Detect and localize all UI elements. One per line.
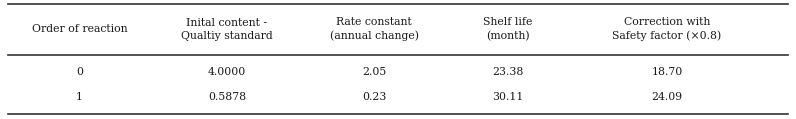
Text: 0: 0: [76, 67, 83, 77]
Text: Rate constant
(annual change): Rate constant (annual change): [330, 17, 419, 41]
Text: Inital content -
Qualtiy standard: Inital content - Qualtiy standard: [181, 18, 273, 41]
Text: 0.5878: 0.5878: [208, 92, 246, 102]
Text: 4.0000: 4.0000: [208, 67, 246, 77]
Text: 23.38: 23.38: [492, 67, 524, 77]
Text: 2.05: 2.05: [362, 67, 386, 77]
Text: 0.23: 0.23: [362, 92, 386, 102]
Text: Correction with
Safety factor (×0.8): Correction with Safety factor (×0.8): [612, 17, 722, 41]
Text: Order of reaction: Order of reaction: [32, 24, 127, 34]
Text: 24.09: 24.09: [651, 92, 683, 102]
Text: Shelf life
(month): Shelf life (month): [483, 17, 533, 41]
Text: 18.70: 18.70: [651, 67, 683, 77]
Text: 30.11: 30.11: [492, 92, 524, 102]
Text: 1: 1: [76, 92, 83, 102]
